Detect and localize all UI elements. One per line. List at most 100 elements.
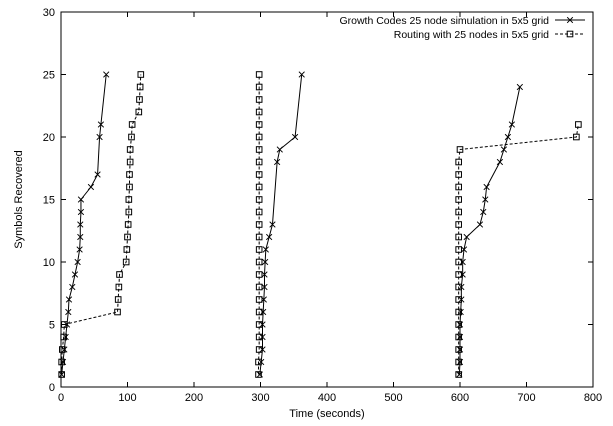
data-point-growth-codes (480, 208, 487, 216)
data-point-growth-codes (262, 246, 269, 253)
data-point-routing (455, 233, 462, 241)
data-point-routing (455, 333, 462, 341)
data-point-routing (455, 196, 462, 203)
data-point-growth-codes (291, 133, 299, 141)
x-tick-label: 100 (118, 392, 136, 404)
series-line-growth-codes (61, 74, 107, 375)
data-point-growth-codes (259, 333, 266, 341)
data-point-routing (135, 108, 143, 116)
data-point-growth-codes (65, 296, 73, 303)
data-point-routing (126, 171, 133, 178)
x-tick-label: 400 (318, 392, 336, 404)
data-point-routing (126, 146, 134, 153)
data-point-routing (573, 133, 580, 141)
data-point-routing (455, 208, 462, 216)
axes-ticks: 0 100 200 300 400 500 600 700 800 0 5 10 15 20 25 30 (43, 7, 602, 404)
data-point-growth-codes (273, 158, 281, 166)
data-point-growth-codes (77, 233, 84, 241)
data-point-growth-codes (65, 308, 72, 316)
data-point-growth-codes (459, 258, 466, 266)
data-point-routing (575, 121, 582, 128)
data-point-routing (115, 283, 123, 291)
data-point-routing (455, 358, 462, 366)
data-point-routing (116, 271, 123, 278)
data-point-routing (255, 133, 263, 141)
data-point-routing (255, 71, 263, 78)
data-point-growth-codes (262, 258, 269, 266)
data-point-growth-codes (504, 133, 512, 141)
data-point-routing (255, 196, 263, 203)
data-point-routing (455, 258, 462, 266)
data-point-routing (455, 296, 462, 303)
data-point-growth-codes (516, 83, 524, 91)
y-tick-label: 30 (43, 7, 55, 19)
y-tick-label: 10 (43, 257, 55, 269)
data-point-growth-codes (76, 246, 83, 253)
series-line-routing (458, 124, 579, 375)
data-point-routing (255, 358, 262, 366)
data-point-routing (255, 346, 263, 353)
data-point-routing (128, 121, 136, 128)
data-point-routing (255, 121, 263, 128)
legend-marker-growth-codes (566, 16, 574, 24)
data-point-growth-codes (261, 271, 268, 278)
data-point-routing (255, 183, 263, 191)
data-point-routing (122, 258, 130, 266)
data-point-growth-codes (460, 246, 468, 253)
y-tick-label: 25 (43, 70, 55, 82)
data-point-growth-codes (500, 146, 508, 153)
data-point-routing (255, 158, 263, 166)
data-point-routing (255, 246, 263, 253)
data-point-growth-codes (77, 196, 85, 203)
data-point-routing (255, 371, 262, 378)
data-point-routing (455, 321, 462, 328)
data-point-growth-codes (459, 271, 466, 278)
data-point-routing (255, 296, 263, 303)
data-point-growth-codes (94, 171, 101, 178)
data-point-growth-codes (71, 271, 79, 278)
data-point-routing (255, 233, 263, 241)
data-point-routing (128, 133, 135, 141)
data-point-growth-codes (259, 321, 266, 328)
data-point-routing (124, 233, 131, 241)
data-point-routing (455, 158, 462, 166)
legend-label-routing: Routing with 25 nodes in 5x5 grid (394, 29, 549, 41)
data-point-routing (255, 321, 263, 328)
data-point-growth-codes (476, 221, 484, 228)
data-point-growth-codes (103, 71, 110, 78)
data-point-growth-codes (77, 208, 85, 216)
data-point-growth-codes (261, 283, 268, 291)
data-point-growth-codes (96, 133, 103, 141)
data-point-growth-codes (463, 233, 470, 241)
x-tick-label: 600 (451, 392, 469, 404)
data-point-routing (455, 221, 462, 228)
data-point-routing (59, 346, 66, 353)
data-point-routing (114, 308, 121, 316)
data-point-routing (455, 246, 462, 253)
data-point-routing (123, 246, 131, 253)
data-point-routing (456, 146, 464, 153)
data-point-routing (255, 146, 263, 153)
data-point-growth-codes (87, 183, 95, 191)
data-point-routing (255, 308, 263, 316)
data-point-routing (58, 371, 65, 378)
data-point-routing (455, 308, 462, 316)
legend-label-growth-codes: Growth Codes 25 node simulation in 5x5 g… (339, 15, 549, 27)
data-point-growth-codes (483, 183, 490, 191)
data-point-routing (255, 221, 263, 228)
data-point-routing (255, 208, 263, 216)
x-axis-title: Time (seconds) (289, 408, 364, 420)
data-point-routing (255, 283, 263, 291)
data-point-routing (126, 158, 134, 166)
data-point-routing (455, 171, 462, 178)
data-point-routing (114, 296, 122, 303)
data-point-routing (255, 96, 263, 103)
data-point-growth-codes (496, 158, 504, 166)
legend-marker-routing (566, 30, 574, 38)
x-tick-label: 200 (185, 392, 203, 404)
y-tick-label: 15 (43, 195, 55, 207)
data-point-growth-codes (74, 258, 81, 266)
data-point-routing (136, 83, 144, 91)
x-tick-label: 300 (251, 392, 269, 404)
